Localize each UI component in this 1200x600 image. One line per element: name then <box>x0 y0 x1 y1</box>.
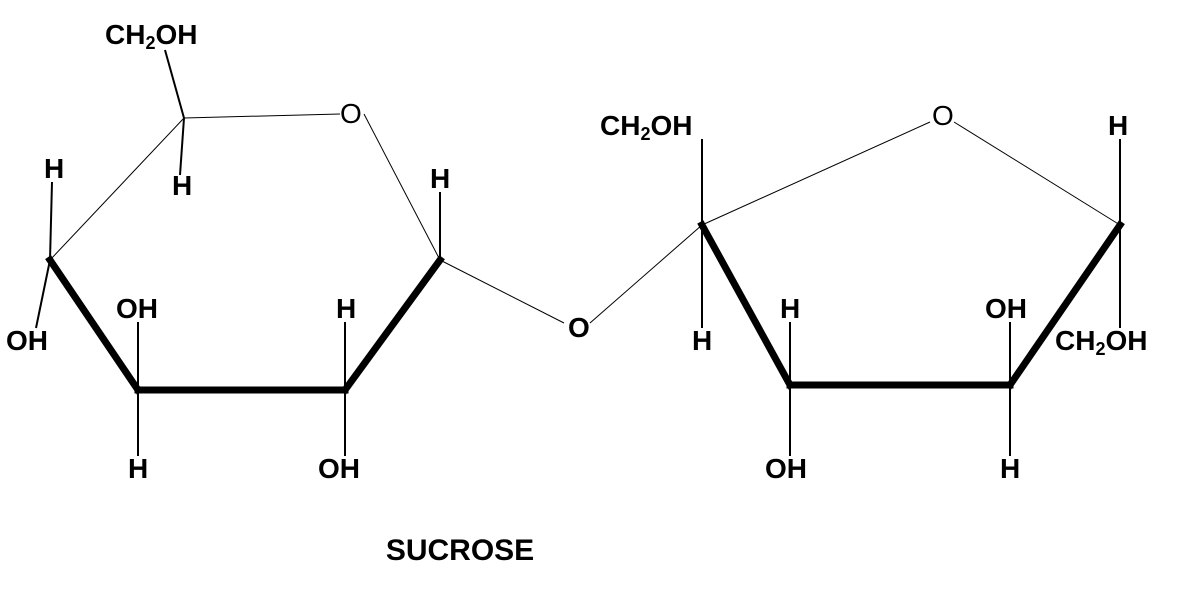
compound-title: SUCROSE <box>386 534 534 567</box>
glucose-sub-C2-H: H <box>336 293 356 324</box>
glucose-sub-C3-OH: OH <box>116 293 158 324</box>
glycosidic-bond-C1-O <box>440 260 564 323</box>
fructose-sub-C4-OH: OH <box>985 293 1027 324</box>
glucose-bond-O-C1 <box>364 114 440 260</box>
glycosidic-bond-O-C2 <box>590 225 702 323</box>
glucose-sub-C4-H: H <box>44 153 64 184</box>
glucose-sub-C1-H: H <box>430 163 450 194</box>
glucose-bond-C4-H <box>50 182 52 260</box>
glucose-bond-C3-C4 <box>50 260 138 390</box>
glucose-bond-C1-C2 <box>345 260 440 390</box>
glucose-ring-O: O <box>340 98 362 129</box>
glucose-bond-C5-H <box>180 118 184 175</box>
glucose-sub-C2-OH: OH <box>318 453 360 484</box>
glucose-bond-C5-C4 <box>50 118 184 260</box>
glucose-bond-C4-OH <box>36 260 50 328</box>
glucose-sub-C3-H: H <box>128 453 148 484</box>
fructose-sub-C3-H: H <box>780 293 800 324</box>
fructose-sub-C4-H: H <box>1000 453 1020 484</box>
fructose-sub-C5-CH2OH: CH2OH <box>1055 325 1147 359</box>
fructose-bond-O-C5 <box>954 122 1120 225</box>
fructose-sub-C2-H: H <box>692 325 712 356</box>
sucrose-structure-diagram: O CH2OH H H OH OH H H OH H O O CH2OH H H OH OH H H CH2OH SUC… <box>0 0 1200 600</box>
glycosidic-O: O <box>568 312 590 343</box>
fructose-sub-C5-H: H <box>1108 110 1128 141</box>
fructose-sub-C2-CH2OH: CH2OH <box>600 110 692 144</box>
fructose-bond-C2-O <box>702 122 930 225</box>
glucose-sub-C5-H: H <box>172 170 192 201</box>
glucose-sub-C5-CH2OH: CH2OH <box>105 19 197 53</box>
fructose-bond-C2-C3 <box>702 225 790 385</box>
glucose-sub-C4-OH: OH <box>6 325 48 356</box>
fructose-sub-C3-OH: OH <box>765 453 807 484</box>
glucose-bond-C5-CH2OH <box>165 50 184 118</box>
fructose-ring-O: O <box>932 100 954 131</box>
glucose-bond-O-C5 <box>184 114 340 118</box>
